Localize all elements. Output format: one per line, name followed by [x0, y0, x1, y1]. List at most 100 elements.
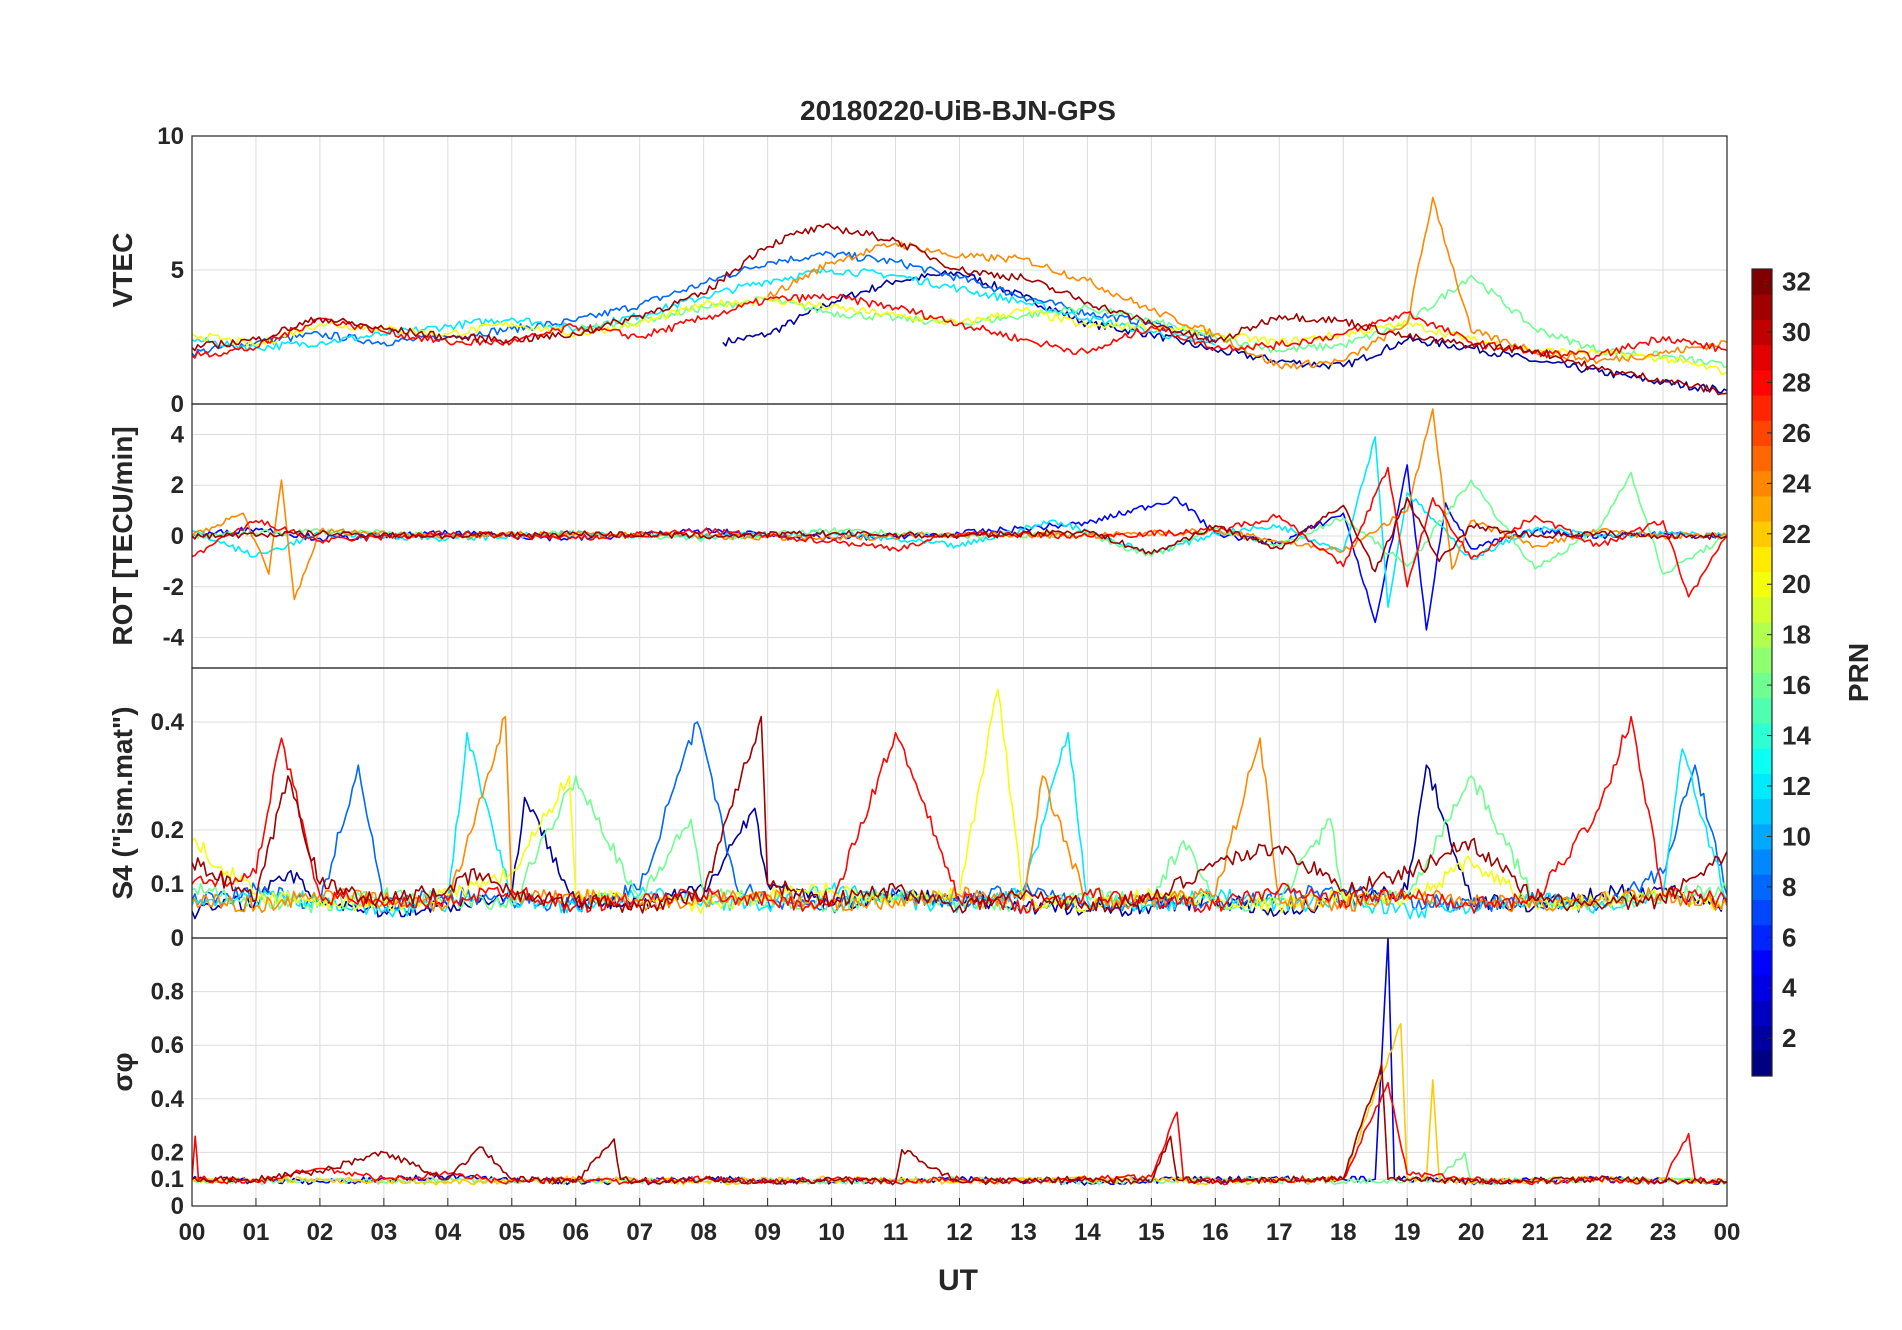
y-tick-label: 0.1	[151, 1166, 184, 1193]
y-tick-label: -4	[163, 625, 185, 652]
colorbar-frame	[1751, 268, 1773, 1077]
series-line-prn-12	[192, 267, 1216, 352]
x-tick-label: 12	[946, 1219, 973, 1246]
y-tick-label: 0.8	[151, 979, 184, 1006]
panel-4: 00.10.2 0.4 0.6 0.8 σφ	[107, 937, 1728, 1220]
x-tick-label: 10	[818, 1219, 845, 1246]
panel-1: 0 5 10 VTEC	[107, 123, 1728, 418]
colorbar-segment	[1752, 596, 1772, 623]
y-tick-label: 0	[171, 523, 184, 550]
x-tick-label: 20	[1458, 1219, 1485, 1246]
colorbar-segment	[1752, 924, 1772, 951]
colorbar-segment	[1752, 949, 1772, 976]
colorbar-segment	[1752, 622, 1772, 648]
colorbar-segment	[1752, 798, 1772, 825]
x-tick-label: 13	[1010, 1219, 1037, 1246]
y-axis-label: VTEC	[107, 233, 138, 308]
colorbar-segment	[1752, 344, 1772, 371]
y-axis-label: ROT [TECU/min]	[107, 426, 138, 645]
y-tick-label: -2	[163, 574, 184, 601]
colorbar-segment	[1752, 975, 1772, 1001]
colorbar-segment	[1752, 571, 1772, 598]
series-line-prn-31	[192, 715, 1727, 914]
y-tick-label: 0	[171, 391, 184, 418]
x-tick-label: 17	[1266, 1219, 1293, 1246]
y-tick-label: 2	[171, 472, 184, 499]
x-tick-label: 00	[179, 1219, 206, 1246]
series-line-prn-31	[192, 497, 1727, 573]
x-tick-label: 11	[883, 1219, 908, 1246]
y-tick-label: 0	[171, 1193, 184, 1220]
x-tick-label: 15	[1138, 1219, 1165, 1246]
x-tick-label: 18	[1330, 1219, 1357, 1246]
colorbar-tick-label: 2	[1782, 1023, 1796, 1053]
colorbar-segment	[1752, 495, 1772, 522]
x-tick-label: 05	[498, 1219, 525, 1246]
colorbar-segment	[1752, 420, 1772, 447]
x-tick-label: 22	[1586, 1219, 1613, 1246]
x-tick-label: 14	[1074, 1219, 1101, 1246]
x-tick-label: 08	[690, 1219, 717, 1246]
colorbar-tick-label: 14	[1782, 721, 1811, 751]
colorbar-segment	[1752, 1025, 1772, 1052]
colorbar-tick-label: 22	[1782, 519, 1811, 549]
colorbar-segment	[1752, 369, 1772, 396]
y-tick-label: 0.1	[151, 871, 184, 898]
colorbar-segment	[1752, 823, 1772, 850]
colorbar-segment	[1752, 748, 1772, 774]
y-tick-label: 5	[171, 257, 184, 284]
series-line-prn-24	[192, 715, 1727, 913]
colorbar-tick-label: 26	[1782, 418, 1811, 448]
y-tick-label: 10	[157, 123, 184, 150]
colorbar-segment	[1752, 546, 1772, 573]
colorbar-segment	[1752, 899, 1772, 926]
panel-series	[192, 938, 1727, 1186]
chart-title: 20180220-UiB-BJN-GPS	[800, 95, 1116, 126]
colorbar-segment	[1752, 470, 1772, 497]
x-tick-label: 04	[434, 1219, 461, 1246]
y-tick-label: 0.2	[151, 1139, 184, 1166]
colorbar-segment	[1752, 647, 1772, 673]
colorbar-tick-label: 24	[1782, 468, 1811, 498]
colorbar-tick-label: 10	[1782, 821, 1811, 851]
y-tick-label: 4	[171, 421, 185, 448]
x-tick-label: 09	[754, 1219, 781, 1246]
y-axis-label: S4 ("ism.mat")	[107, 706, 138, 899]
series-line-prn-28	[192, 715, 1727, 914]
series-line-prn-2	[722, 270, 1727, 394]
colorbar-tick-label: 12	[1782, 771, 1811, 801]
colorbar-tick-label: 18	[1782, 620, 1811, 650]
panel-2: -4 -2 0 2 4 ROT [TECU/min]	[107, 403, 1728, 669]
colorbar-segment	[1752, 1050, 1772, 1077]
colorbar-tick-label: 20	[1782, 569, 1811, 599]
colorbar-segment	[1752, 849, 1772, 875]
colorbar-segment	[1752, 672, 1772, 699]
x-tick-label: 06	[562, 1219, 589, 1246]
panel-series	[192, 408, 1727, 631]
x-tick-label: 07	[626, 1219, 653, 1246]
colorbar-tick-label: 16	[1782, 670, 1811, 700]
colorbar-segment	[1752, 773, 1772, 800]
x-axis: 00 01 02 03 04 05 06 07 08 09 10 11 12 13 14 15 16 17 18 19…	[179, 1198, 1741, 1246]
colorbar-segment	[1752, 874, 1772, 900]
panel-series	[192, 196, 1727, 396]
colorbar-segment	[1752, 521, 1772, 547]
series-line-prn-28	[192, 466, 1727, 598]
y-tick-label: 0.2	[151, 817, 184, 844]
x-tick-label: 00	[1714, 1219, 1741, 1246]
y-tick-label: 0	[171, 925, 184, 952]
y-tick-label: 0.4	[151, 1086, 185, 1113]
panel-grid	[192, 668, 1727, 939]
colorbar-tick-label: 32	[1782, 267, 1811, 297]
x-tick-label: 03	[371, 1219, 398, 1246]
colorbar-segment	[1752, 697, 1772, 724]
x-tick-label: 23	[1650, 1219, 1677, 1246]
x-tick-label: 16	[1202, 1219, 1229, 1246]
x-tick-label: 01	[243, 1219, 270, 1246]
colorbar-segment	[1752, 269, 1772, 295]
colorbar-segment	[1752, 395, 1772, 421]
colorbar-segment	[1752, 445, 1772, 472]
panel-series	[192, 688, 1727, 920]
